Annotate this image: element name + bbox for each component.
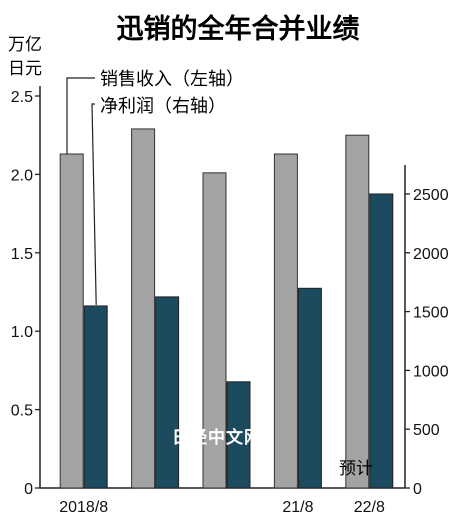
profit-bar — [83, 305, 108, 489]
legend-leader-profit — [91, 103, 97, 305]
right-tick-label: 500 — [413, 422, 440, 439]
legend-revenue: 销售收入（左轴） — [100, 69, 244, 90]
x-tick-label: 2018/8 — [59, 499, 108, 516]
left-tick-label: 2.0 — [11, 167, 33, 184]
profit-bar — [155, 296, 180, 489]
chart-title: 迅销的全年合并业绩 — [117, 13, 360, 45]
left-tick-label: 0 — [24, 481, 33, 498]
profit-bar — [297, 287, 322, 489]
x-tick-label: 22/8 — [354, 499, 385, 516]
watermark: 日经中文网 — [172, 427, 262, 448]
right-tick-label: 2000 — [413, 246, 449, 263]
legend-profit: 净利润（右轴） — [100, 96, 226, 117]
legend-leader-revenue — [66, 77, 95, 155]
plot-area: 0 0.5 1.0 1.5 2.0 2.5 0 500 1000 1500 2000 2500 2018… — [11, 77, 449, 516]
left-tick-label: 1.5 — [11, 246, 33, 263]
revenue-bar — [345, 134, 370, 489]
left-unit-line1: 万亿 — [8, 35, 42, 55]
revenue-bar — [131, 128, 156, 489]
left-tick-label: 2.5 — [11, 89, 33, 106]
right-tick-label: 0 — [413, 481, 422, 498]
right-tick-label: 1000 — [413, 363, 449, 380]
revenue-bar — [273, 153, 298, 489]
profit-bar — [226, 381, 251, 489]
left-tick-label: 1.0 — [11, 324, 33, 341]
estimate-label: 预计 — [339, 459, 373, 479]
left-unit-line2: 日元 — [8, 59, 42, 79]
revenue-bar — [59, 153, 84, 489]
profit-bar — [369, 193, 394, 489]
left-tick-label: 0.5 — [11, 403, 33, 420]
right-tick-label: 1500 — [413, 305, 449, 322]
x-tick-label: 21/8 — [282, 499, 313, 516]
right-tick-label: 2500 — [413, 187, 449, 204]
revenue-bar — [202, 172, 227, 489]
